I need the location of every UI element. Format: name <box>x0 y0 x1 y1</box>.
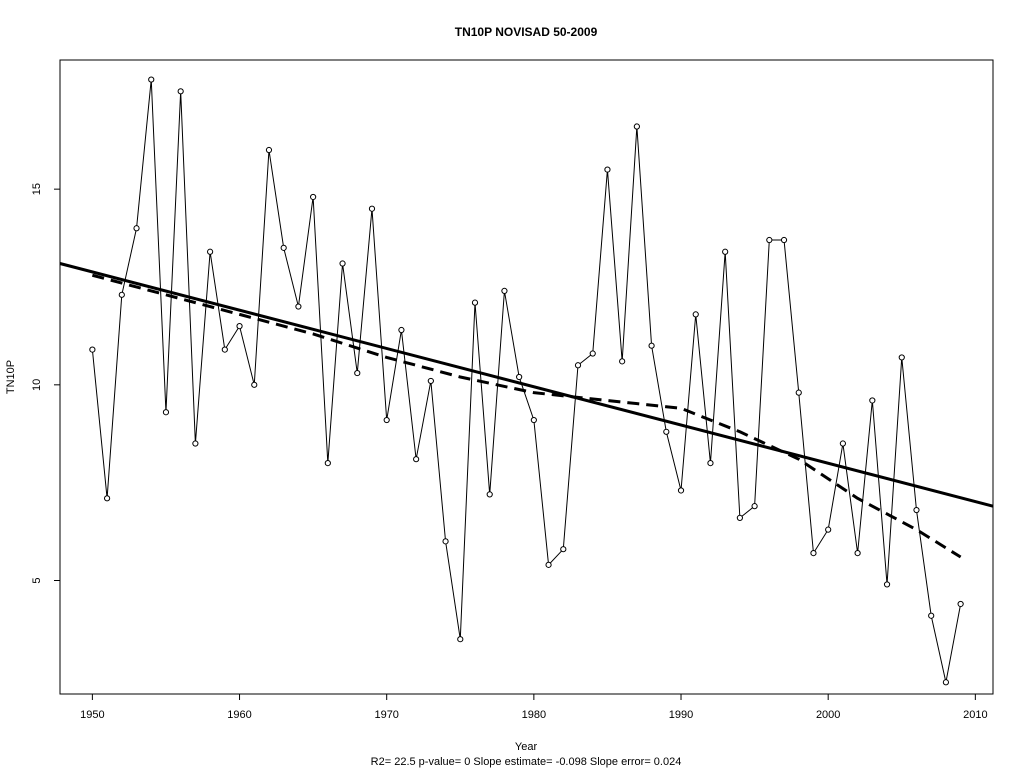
x-axis-label: Year <box>515 741 538 753</box>
y-axis-label: TN10P <box>5 360 17 394</box>
data-point <box>383 416 390 424</box>
data-point <box>883 581 891 588</box>
data-point <box>928 612 935 619</box>
data-point <box>677 487 685 494</box>
data-point <box>236 323 243 330</box>
data-point <box>162 409 170 416</box>
data-point <box>413 456 420 463</box>
data-point <box>103 495 111 502</box>
data-point <box>633 123 640 130</box>
y-tick-label: 15 <box>31 183 43 195</box>
data-point <box>574 362 582 369</box>
data-point <box>516 373 523 381</box>
data-point <box>751 503 758 510</box>
data-point <box>295 303 302 310</box>
data-point <box>604 166 611 173</box>
data-point <box>133 225 140 232</box>
data-line <box>91 79 962 683</box>
data-point <box>221 346 228 353</box>
x-tick-label: 1970 <box>374 709 398 721</box>
data-point <box>368 205 376 212</box>
data-point <box>324 459 331 467</box>
trend-line <box>59 262 994 508</box>
y-tick-label: 5 <box>31 577 43 583</box>
data-point <box>118 291 125 298</box>
smoothed-curve <box>91 273 962 559</box>
data-point <box>251 381 258 388</box>
data-point <box>942 679 950 686</box>
data-point <box>560 546 567 553</box>
data-point <box>471 299 479 306</box>
chart-title: TN10P NOVISAD 50-2009 <box>455 25 598 39</box>
data-point <box>457 636 464 643</box>
data-point <box>795 389 802 396</box>
data-point <box>265 146 273 154</box>
chart-subtitle: R2= 22.5 p-value= 0 Slope estimate= -0.0… <box>371 756 682 768</box>
data-point <box>663 428 670 435</box>
data-point <box>545 561 552 568</box>
data-point <box>913 506 920 514</box>
data-point <box>354 369 361 377</box>
x-tick-label: 1950 <box>80 709 104 721</box>
data-point <box>89 346 96 353</box>
data-point <box>869 397 876 404</box>
x-axis: 1950 1960 1970 1980 1990 2000 2010 <box>80 694 988 721</box>
data-point <box>427 377 434 385</box>
x-tick-label: 1960 <box>227 709 251 721</box>
data-point <box>398 326 405 334</box>
data-point <box>148 76 155 83</box>
data-point <box>839 440 846 447</box>
data-point <box>280 244 287 251</box>
data-point <box>692 311 699 318</box>
y-axis: 5 10 15 <box>31 183 60 584</box>
plot-area <box>59 76 994 686</box>
data-point <box>898 354 905 361</box>
data-point <box>501 287 508 295</box>
data-point <box>736 514 743 521</box>
data-point <box>310 193 317 201</box>
data-point <box>619 358 626 365</box>
data-point <box>339 260 346 267</box>
x-tick-label: 2010 <box>963 709 987 721</box>
plot-frame <box>59 59 994 695</box>
data-point <box>207 248 214 255</box>
data-point <box>780 236 788 244</box>
data-point <box>442 538 449 545</box>
data-point <box>707 459 714 467</box>
data-point <box>530 416 537 424</box>
data-point <box>957 600 964 608</box>
x-tick-label: 1990 <box>669 709 693 721</box>
data-point <box>854 550 861 557</box>
data-point <box>589 350 596 357</box>
x-tick-label: 2000 <box>816 709 840 721</box>
y-tick-label: 10 <box>31 379 43 391</box>
data-point <box>192 440 199 447</box>
data-point <box>766 236 773 244</box>
data-point <box>177 88 184 95</box>
x-tick-label: 1980 <box>522 709 546 721</box>
data-point <box>486 491 493 498</box>
data-point <box>722 248 729 255</box>
data-point <box>648 342 655 349</box>
data-point <box>825 526 832 533</box>
data-point <box>810 550 817 557</box>
